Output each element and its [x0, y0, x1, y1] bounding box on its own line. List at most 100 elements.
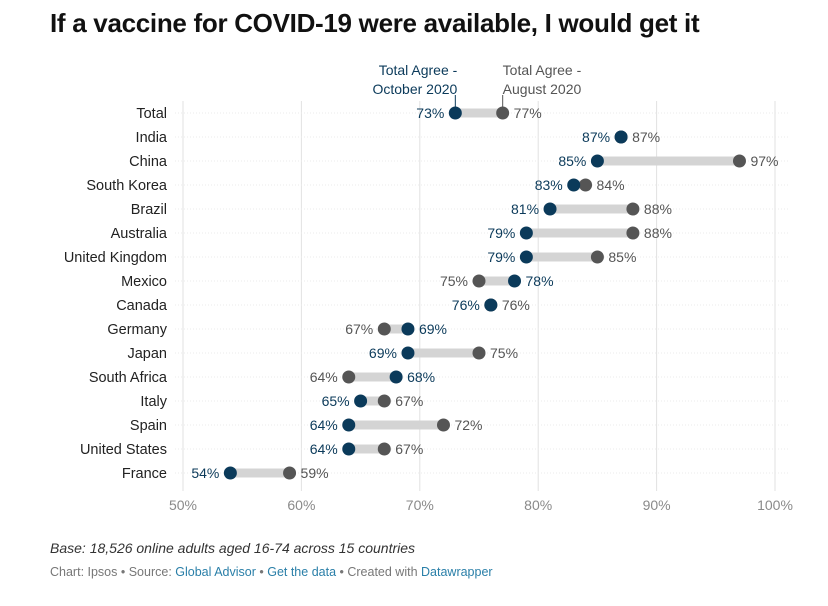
label-august: 67% — [345, 321, 373, 337]
dot-october — [519, 226, 533, 240]
byline-chart: Chart: Ipsos — [50, 565, 118, 579]
x-tick-label: 100% — [757, 497, 793, 513]
label-october: 64% — [310, 417, 338, 433]
dot-october — [448, 106, 462, 120]
source-link[interactable]: Global Advisor — [175, 565, 256, 579]
label-october: 68% — [407, 369, 435, 385]
dot-october — [223, 466, 237, 480]
byline: Chart: Ipsos • Source: Global Advisor • … — [50, 565, 493, 579]
label-august: 77% — [514, 105, 542, 121]
category-label: Canada — [116, 298, 168, 314]
label-october: 65% — [322, 393, 350, 409]
category-label: Italy — [140, 394, 167, 410]
dot-august — [377, 394, 391, 408]
dot-october — [543, 202, 557, 216]
dot-august — [436, 418, 450, 432]
label-october: 69% — [369, 345, 397, 361]
category-label: Japan — [127, 346, 167, 362]
legend-october: October 2020 — [372, 81, 457, 97]
label-august: 97% — [750, 153, 778, 169]
category-label: Australia — [111, 226, 168, 242]
label-october: 79% — [487, 225, 515, 241]
series-legend: Total Agree - October 2020 Total Agree - Au… — [372, 62, 582, 107]
dot-range-chart: Total 73% 77% India 87% 87% China 85% 97% South K… — [64, 62, 793, 513]
label-august: 67% — [395, 393, 423, 409]
label-october: 81% — [511, 201, 539, 217]
label-october: 79% — [487, 249, 515, 265]
label-october: 78% — [526, 273, 554, 289]
byline-sep: • — [255, 565, 268, 579]
category-label: South Africa — [89, 370, 168, 386]
label-october: 87% — [582, 129, 610, 145]
datawrapper-link[interactable]: Datawrapper — [421, 565, 493, 579]
dot-october — [354, 394, 368, 408]
label-october: 64% — [310, 441, 338, 457]
label-october: 69% — [419, 321, 447, 337]
label-august: 67% — [395, 441, 423, 457]
dot-august — [626, 202, 640, 216]
dot-october — [389, 370, 403, 384]
category-label: United States — [80, 442, 167, 458]
byline-source: Source: — [128, 565, 176, 579]
byline-created: Created with — [347, 565, 422, 579]
gridlines — [175, 101, 790, 491]
dot-october — [401, 346, 415, 360]
x-tick-label: 90% — [643, 497, 671, 513]
dot-october — [401, 322, 415, 336]
label-october: 54% — [191, 465, 219, 481]
label-august: 84% — [597, 177, 625, 193]
label-august: 72% — [454, 417, 482, 433]
byline-sep: • — [117, 565, 129, 579]
category-label: Brazil — [131, 202, 167, 218]
dot-august — [377, 322, 391, 336]
label-october: 85% — [558, 153, 586, 169]
chart-notes: Base: 18,526 online adults aged 16-74 ac… — [50, 540, 416, 556]
dot-august — [496, 106, 510, 120]
dot-october — [508, 274, 522, 288]
x-tick-label: 70% — [406, 497, 434, 513]
x-tick-label: 50% — [169, 497, 197, 513]
category-label: India — [136, 130, 168, 146]
label-october: 76% — [452, 297, 480, 313]
label-august: 85% — [608, 249, 636, 265]
dot-october — [342, 418, 356, 432]
dot-october — [519, 250, 533, 264]
dot-october — [484, 298, 498, 312]
label-august: 88% — [644, 201, 672, 217]
chart-title: If a vaccine for COVID-19 were available… — [50, 8, 700, 38]
legend-october: Total Agree - — [379, 62, 458, 78]
dot-october — [342, 442, 356, 456]
dot-august — [342, 370, 356, 384]
category-label: France — [122, 466, 167, 482]
category-label: Germany — [107, 322, 167, 338]
category-label: United Kingdom — [64, 250, 167, 266]
category-rows: Total 73% 77% India 87% 87% China 85% 97% South K… — [64, 105, 779, 482]
dot-august — [732, 154, 746, 168]
label-october: 83% — [535, 177, 563, 193]
dot-august — [472, 274, 486, 288]
x-axis-ticks: 50% 60% 70% 80% 90% 100% — [169, 497, 793, 513]
category-label: Total — [136, 106, 167, 122]
dot-august — [472, 346, 486, 360]
label-october: 73% — [416, 105, 444, 121]
label-august: 87% — [632, 129, 660, 145]
x-tick-label: 60% — [287, 497, 315, 513]
label-august: 59% — [301, 465, 329, 481]
dot-october — [614, 130, 628, 144]
dot-august — [590, 250, 604, 264]
dot-october — [590, 154, 604, 168]
category-label: China — [129, 154, 168, 170]
dot-august — [626, 226, 640, 240]
label-august: 64% — [310, 369, 338, 385]
label-august: 88% — [644, 225, 672, 241]
byline-sep: • — [336, 565, 348, 579]
dot-august — [283, 466, 297, 480]
category-label: South Korea — [86, 178, 168, 194]
label-august: 75% — [490, 345, 518, 361]
get-data-link[interactable]: Get the data — [267, 565, 337, 579]
legend-august: August 2020 — [503, 81, 582, 97]
category-label: Spain — [130, 418, 167, 434]
legend-august: Total Agree - — [503, 62, 582, 78]
x-tick-label: 80% — [524, 497, 552, 513]
label-august: 75% — [440, 273, 468, 289]
